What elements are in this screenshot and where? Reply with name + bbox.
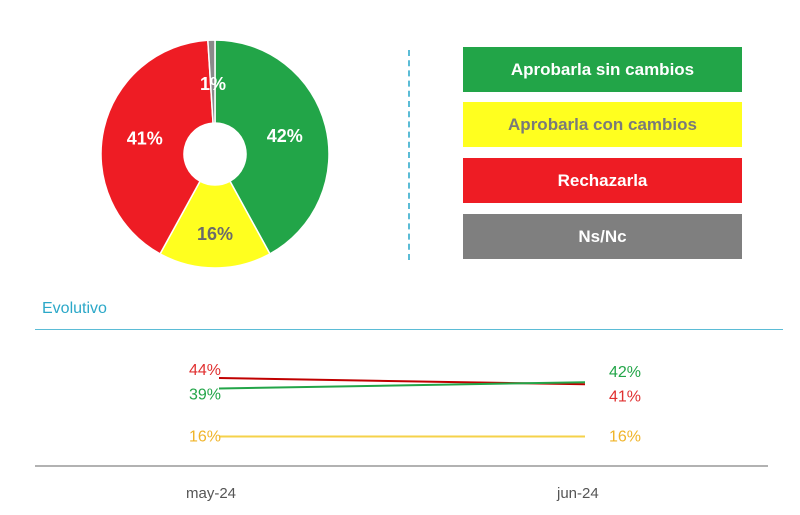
legend-label: Aprobarla con cambios [508,114,697,134]
data-label-aprobarla-sin-cambios-jun-24: 42% [609,364,641,381]
x-tick-may-24: may-24 [186,485,237,502]
donut-slice-aprobarla-sin-cambios [214,39,330,255]
legend-item-aprobarla-sin-cambios: Aprobarla sin cambios [463,47,742,92]
donut-slice-aprobarla-con-cambios [159,180,271,269]
legend-label: Ns/Nc [578,226,627,246]
donut-slice-rechazarla [100,39,214,255]
legend-label: Aprobarla sin cambios [510,59,695,79]
legend-item-rechazarla: Rechazarla [463,158,742,203]
section-title-evolutivo: Evolutivo [42,300,107,317]
x-tick-jun-24: jun-24 [557,485,599,502]
data-label-aprobarla-con-cambios-may-24: 16% [189,429,221,446]
donut-label-ns-nc: 1% [200,74,226,94]
donut-label-rechazarla: 41% [127,128,163,148]
series-line-aprobarla-sin-cambios [218,381,586,390]
data-label-aprobarla-sin-cambios-may-24: 39% [189,386,221,403]
legend-item-aprobarla-con-cambios: Aprobarla con cambios [463,102,742,147]
data-label-rechazarla-jun-24: 41% [609,388,641,405]
data-label-aprobarla-con-cambios-jun-24: 16% [609,429,641,446]
legend-label: Rechazarla [557,170,648,190]
legend-item-ns-nc: Ns/Nc [463,214,742,259]
section-rule [35,329,783,330]
donut-label-aprobarla-con-cambios: 16% [197,224,233,244]
divider-dashed [408,50,410,260]
donut-label-aprobarla-sin-cambios: 42% [267,126,303,146]
data-label-rechazarla-may-24: 44% [189,362,221,379]
donut-slice-ns-nc [207,39,216,124]
